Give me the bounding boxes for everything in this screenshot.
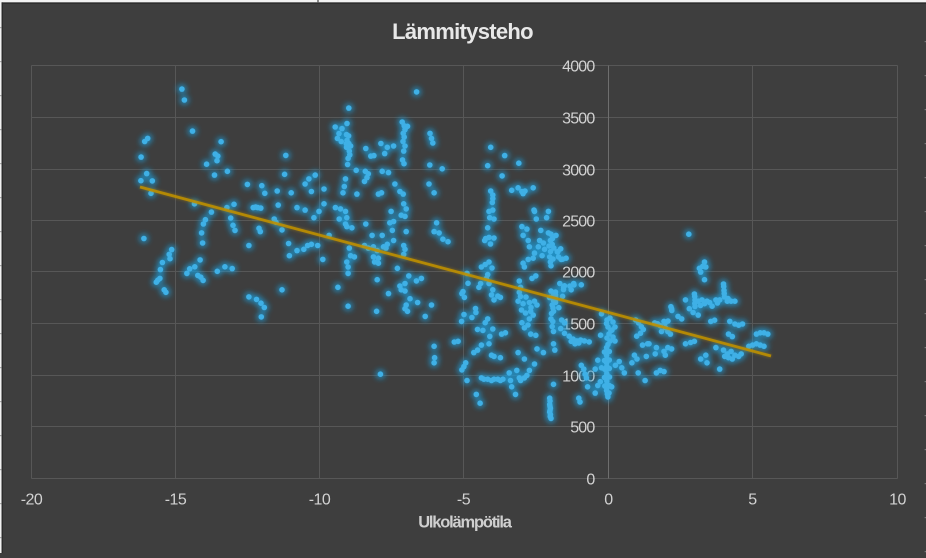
svg-text:500: 500 xyxy=(570,419,595,436)
svg-text:-10: -10 xyxy=(309,492,331,509)
svg-text:5: 5 xyxy=(748,492,757,509)
svg-text:1500: 1500 xyxy=(562,316,595,333)
svg-text:Lämmitysteho: Lämmitysteho xyxy=(392,19,533,44)
svg-text:0: 0 xyxy=(586,471,595,488)
svg-text:4000: 4000 xyxy=(562,58,595,75)
svg-text:2000: 2000 xyxy=(562,264,595,281)
svg-text:-15: -15 xyxy=(165,492,187,509)
svg-text:2500: 2500 xyxy=(562,213,595,230)
svg-text:-20: -20 xyxy=(21,492,43,509)
svg-text:-5: -5 xyxy=(457,492,471,509)
svg-text:3000: 3000 xyxy=(562,162,595,179)
svg-text:3500: 3500 xyxy=(562,110,595,127)
svg-text:Ulkolämpötila: Ulkolämpötila xyxy=(418,514,513,532)
svg-text:0: 0 xyxy=(604,492,613,509)
svg-text:10: 10 xyxy=(889,492,906,509)
